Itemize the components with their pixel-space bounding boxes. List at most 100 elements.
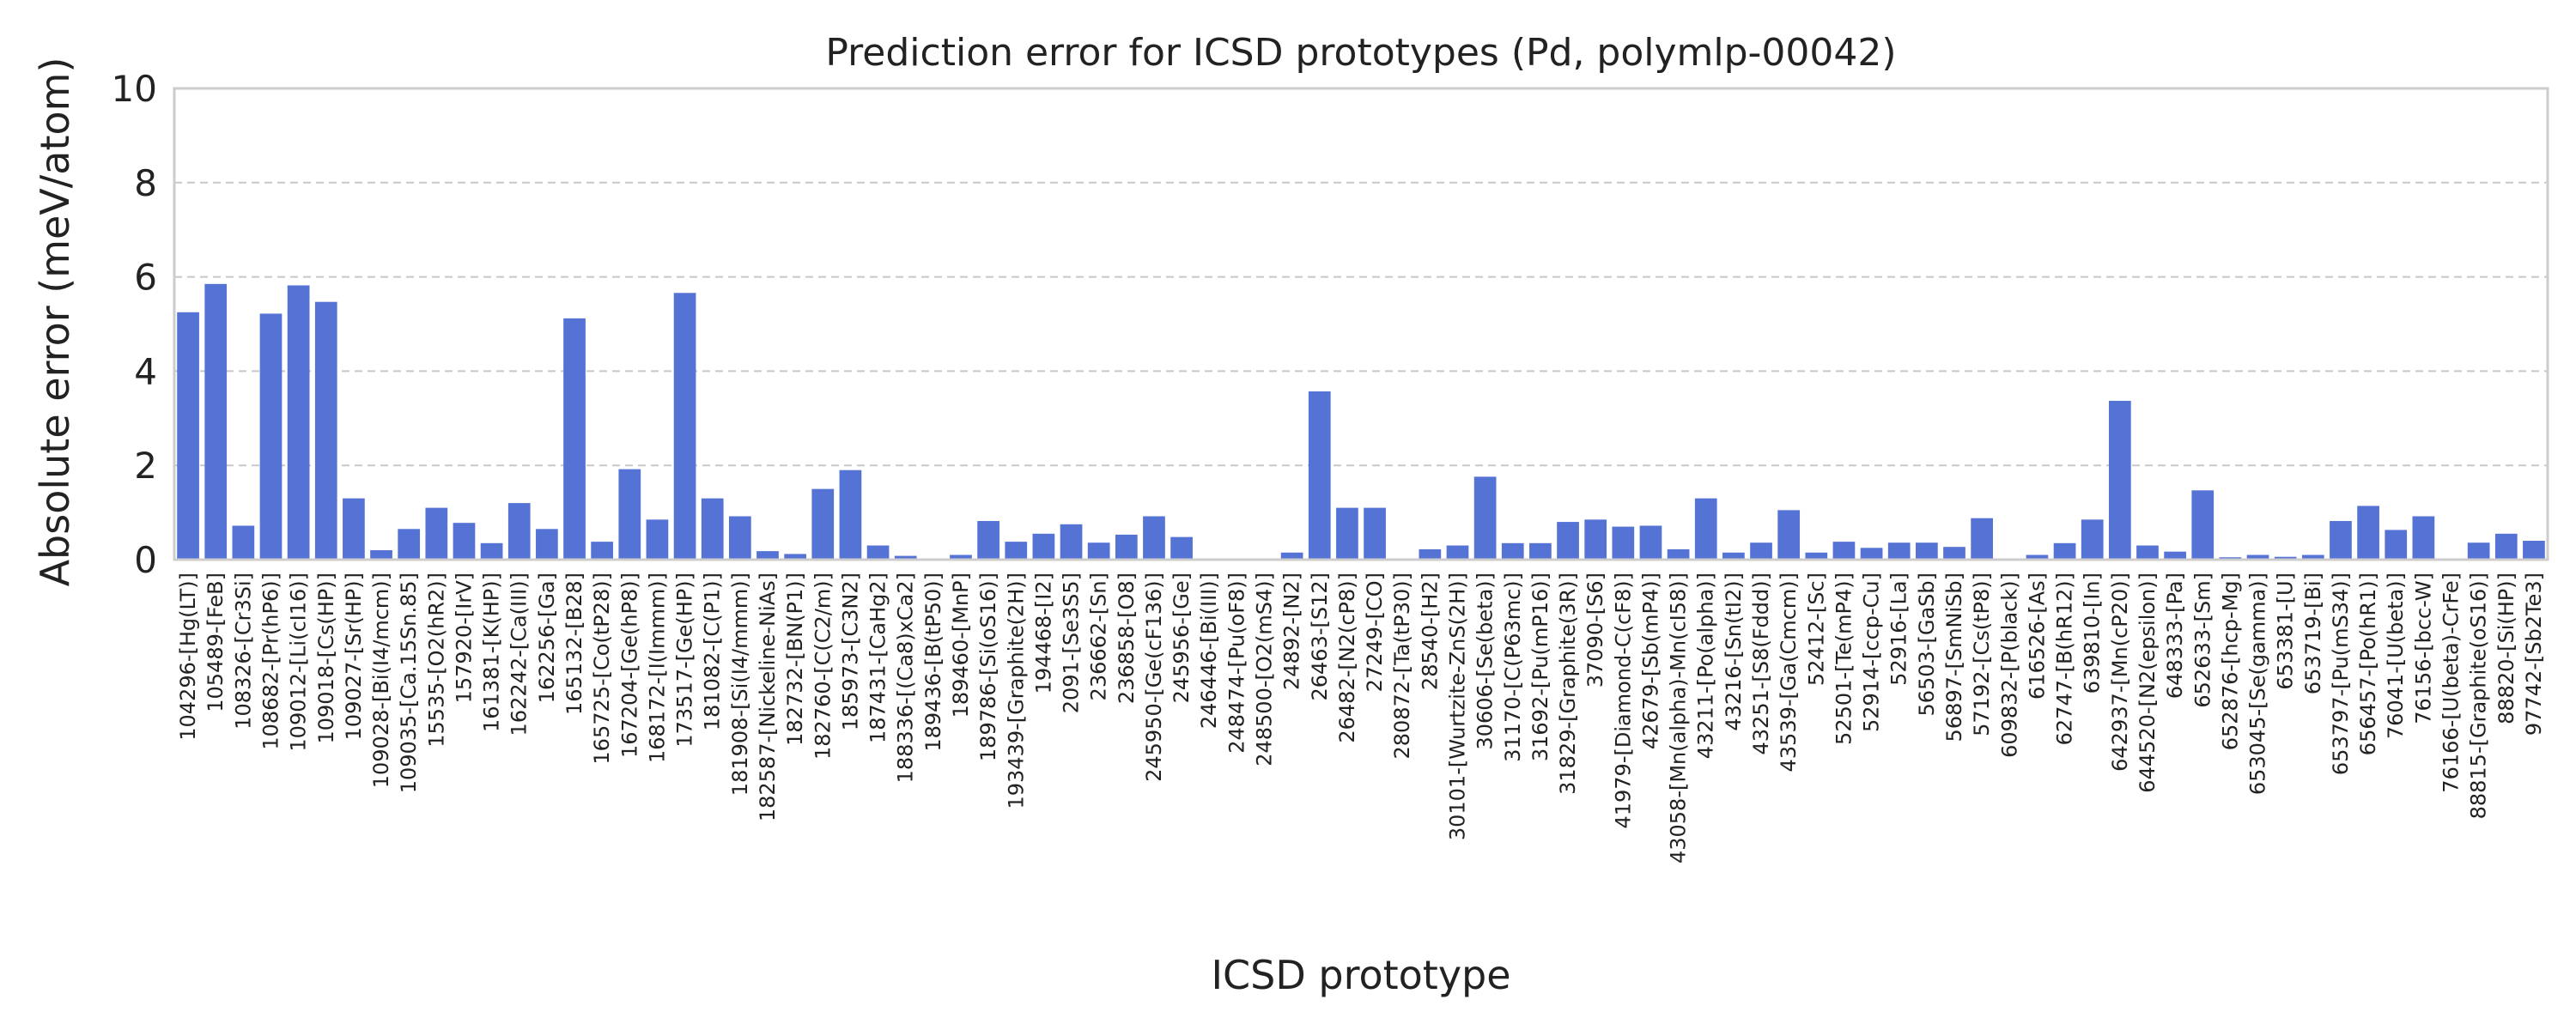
bar [204,283,228,560]
x-tick-label: 42679-[Sb(mP4)] [1638,573,1662,749]
x-tick-label: 652633-[Sm] [2190,573,2215,708]
x-tick-label: 109012-[Li(cI16)] [287,573,311,752]
x-tick-label: 189786-[Si(oS16)] [976,573,1000,761]
y-axis-label: Absolute error (meV/atom) [32,58,78,587]
x-tick-label: 652876-[hcp-Mg] [2218,573,2242,750]
bar [950,554,972,560]
x-tick-label: 161381-[K(HP)] [480,573,504,732]
x-tick-label: 639810-[In] [2081,573,2105,694]
bar [1529,542,1552,560]
bar [673,293,696,560]
x-tick-label: 88815-[Graphite(oS16)] [2467,573,2491,819]
bar [287,285,310,560]
x-tick-label: 167204-[Ge(hP8)] [617,573,641,758]
x-tick-label: 248500-[O2(mS4)] [1253,573,1277,766]
x-tick-label: 185973-[C3N2] [838,573,862,730]
bar [1557,522,1579,560]
chart-title: Prediction error for ICSD prototypes (Pd… [825,31,1896,75]
x-tick-label: 31692-[Pu(mP16)] [1528,573,1552,761]
bar [1115,534,1138,560]
x-tick-label: 52914-[ccp-Cu] [1860,573,1884,732]
bar [398,529,421,560]
bar [591,542,614,560]
x-tick-label: 165725-[Co(tP28)] [590,573,614,765]
bar [1750,542,1772,560]
x-tick-label: 57192-[Cs(tP8)] [1970,573,1994,736]
x-tick-label: 245950-[Ge(cF136)] [1142,573,1166,782]
y-tick-label: 2 [134,445,157,487]
bar [2412,516,2435,560]
x-tick-label: 181082-[C(P1)] [701,573,725,730]
x-tick-label: 24892-[N2] [1280,573,1304,690]
bar [1170,536,1193,560]
x-tick-label: 26463-[S12] [1308,573,1332,701]
x-tick-label: 30101-[Wurtzite-ZnS(2H)] [1445,573,1469,840]
x-tick-label: 27249-[CO] [1363,573,1387,692]
bar [1087,542,1110,560]
bar [370,550,392,560]
bar [756,551,779,560]
bar [1584,519,1607,560]
x-tick-label: 76166-[U(beta)-CrFe] [2439,573,2464,793]
bar [2246,554,2269,560]
bar [2467,542,2490,560]
bar [1887,542,1911,560]
y-tick-label: 8 [134,162,157,204]
x-tick-label: 108326-[Cr3Si] [231,573,255,730]
x-tick-label: 28540-[H2] [1418,573,1442,690]
x-tick-label: 162242-[Ca(III)] [507,573,532,736]
x-tick-label: 248474-[Pu(oF8)] [1224,573,1249,754]
bar [1722,552,1745,560]
x-tick-label: 43539-[Ga(Cmcm)] [1777,573,1801,772]
x-tick-label: 88820-[Si(HP)] [2494,573,2518,724]
x-tick-label: 109027-[Sr(HP)] [342,573,366,740]
bar [866,545,890,560]
x-tick-label: 656457-[Po(hR1)] [2356,573,2380,755]
bar [536,529,558,560]
x-tick-label: 189436-[B(tP50)] [921,573,945,752]
x-tick-label: 15535-[O2(hR2)] [424,573,448,748]
x-tick-label: 41979-[Diamond-C(cF8)] [1611,573,1635,829]
bar [1971,518,1993,560]
x-tick-label: 43058-[Mn(alpha)-Mn(cI58)] [1667,573,1691,863]
bar [507,503,531,560]
bar [2164,551,2186,560]
x-tick-label: 182732-[BN(P1)] [783,573,807,746]
y-gridlines [174,181,2548,467]
bar [232,525,255,560]
x-tick-label: 187431-[CaHg2] [866,573,890,743]
x-tick-label: 246446-[Bi(III)] [1197,573,1221,729]
bar [1143,516,1165,560]
bar [2357,506,2379,560]
x-tick-label: 653045-[Se(gamma)] [2246,573,2270,795]
bar [811,488,835,560]
bar [425,507,448,560]
x-tick-label: 245956-[Ge] [1170,573,1194,703]
x-tick-label: 162256-[Ga] [535,573,559,703]
bar [1446,545,1469,560]
bar [2136,545,2159,560]
x-tick-label: 31829-[Graphite(3R)] [1556,573,1580,795]
bar [2523,541,2545,560]
bar [1667,548,1690,560]
x-tick-label: 644520-[N2(epsilon)] [2136,573,2160,793]
bar [646,519,669,560]
x-tick-label: 43216-[Sn(tI2)] [1722,573,1746,731]
bar [563,318,586,560]
x-tick-label: 56503-[GaSb] [1915,573,1939,717]
x-tick-label: 56897-[SmNiSb] [1942,573,1966,742]
bar [2385,530,2408,560]
x-tick-label: 52412-[Sc] [1804,573,1828,686]
bar [2494,533,2518,560]
x-tick-label: 280872-[Ta(tP30)] [1390,573,1414,760]
bar [2274,556,2297,560]
y-tick-label: 4 [134,350,157,392]
x-tick-label: 76041-[U(beta)] [2384,573,2408,739]
y-tick-label: 10 [112,68,157,110]
x-tick-label: 653797-[Pu(mS34)] [2329,573,2353,775]
bar [1005,542,1028,560]
x-tick-label: 653719-[Bi] [2301,573,2325,694]
bar-series [177,283,2545,560]
bar [839,470,862,560]
